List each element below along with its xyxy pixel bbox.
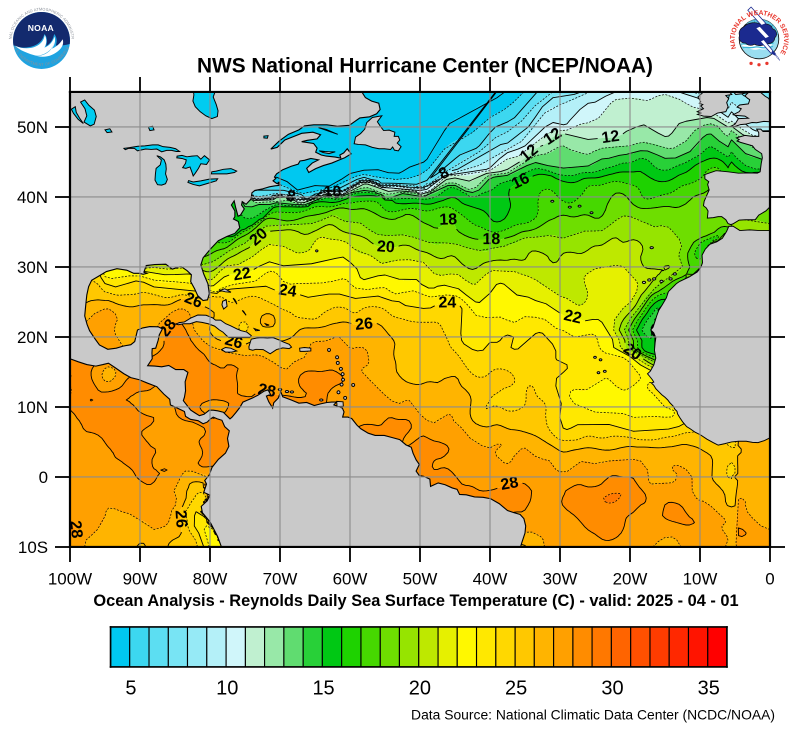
svg-text:0: 0 <box>39 468 48 487</box>
svg-text:20: 20 <box>409 678 431 700</box>
svg-text:60W: 60W <box>333 570 368 589</box>
svg-text:0: 0 <box>765 570 774 589</box>
svg-text:18: 18 <box>439 211 457 229</box>
svg-text:10N: 10N <box>17 398 48 417</box>
svg-text:90W: 90W <box>123 570 158 589</box>
svg-text:26: 26 <box>354 315 373 334</box>
svg-text:12: 12 <box>601 128 621 147</box>
svg-text:25: 25 <box>505 678 527 700</box>
svg-text:26: 26 <box>172 510 190 529</box>
svg-text:50N: 50N <box>17 118 48 137</box>
svg-text:22: 22 <box>232 265 252 285</box>
svg-text:40N: 40N <box>17 188 48 207</box>
svg-text:10: 10 <box>323 184 341 201</box>
svg-text:28: 28 <box>66 520 85 540</box>
svg-text:5: 5 <box>125 678 136 700</box>
svg-text:10S: 10S <box>18 538 48 557</box>
svg-text:40W: 40W <box>473 570 508 589</box>
svg-text:15: 15 <box>312 678 334 700</box>
svg-text:Ocean Analysis - Reynolds Dail: Ocean Analysis - Reynolds Daily Sea Surf… <box>93 592 738 610</box>
svg-text:70W: 70W <box>263 570 298 589</box>
svg-text:80W: 80W <box>193 570 228 589</box>
svg-text:22: 22 <box>562 307 583 328</box>
svg-text:10W: 10W <box>683 570 718 589</box>
svg-text:Data Source: National Climatic: Data Source: National Climatic Data Cent… <box>411 707 775 723</box>
svg-text:28: 28 <box>499 474 520 494</box>
svg-text:100W: 100W <box>48 570 92 589</box>
svg-text:18: 18 <box>483 231 501 248</box>
svg-text:10: 10 <box>216 678 238 700</box>
svg-text:20N: 20N <box>17 328 48 347</box>
svg-text:24: 24 <box>438 294 456 311</box>
svg-text:24: 24 <box>278 282 298 301</box>
svg-text:30: 30 <box>601 678 623 700</box>
svg-text:20W: 20W <box>613 570 648 589</box>
svg-text:35: 35 <box>698 678 720 700</box>
svg-text:30N: 30N <box>17 258 48 277</box>
svg-text:50W: 50W <box>403 570 438 589</box>
svg-text:NWS National Hurricane Center: NWS National Hurricane Center (NCEP/NOAA… <box>197 54 653 77</box>
svg-text:20: 20 <box>376 238 395 256</box>
svg-text:30W: 30W <box>543 570 578 589</box>
svg-text:16: 16 <box>509 170 533 193</box>
svg-text:NOAA: NOAA <box>28 23 54 33</box>
